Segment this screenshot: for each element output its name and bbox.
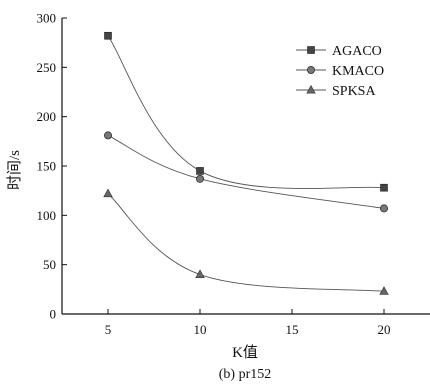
x-tick-label: 5 bbox=[105, 322, 112, 337]
legend-item-kmaco: KMACO bbox=[296, 64, 384, 79]
data-point-agaco bbox=[104, 31, 112, 40]
y-tick-label: 50 bbox=[43, 257, 56, 272]
legend-label: SPKSA bbox=[332, 84, 376, 99]
y-axis-label: 时间/s bbox=[6, 150, 23, 190]
y-tick-label: 200 bbox=[37, 109, 57, 124]
data-point-kmaco bbox=[195, 174, 204, 183]
axes bbox=[61, 18, 430, 315]
legend-marker bbox=[307, 46, 315, 54]
x-tick-label: 20 bbox=[378, 322, 391, 337]
y-tick-label: 100 bbox=[37, 208, 57, 223]
legend-marker bbox=[306, 84, 316, 94]
y-tick-label: 0 bbox=[50, 307, 57, 322]
data-point-agaco bbox=[380, 183, 388, 192]
series-group bbox=[103, 31, 389, 295]
y-tick-label: 300 bbox=[37, 11, 57, 26]
data-point-spksa bbox=[195, 269, 205, 279]
series-spksa bbox=[103, 188, 389, 295]
y-tick-label: 250 bbox=[37, 60, 57, 75]
x-tick-label: 10 bbox=[194, 322, 207, 337]
series-line-spksa bbox=[107, 193, 385, 292]
legend: AGACO KMACO SPKSA bbox=[296, 44, 384, 99]
series-agaco bbox=[104, 31, 388, 192]
series-line-kmaco bbox=[107, 135, 385, 209]
x-tick-label: 15 bbox=[286, 322, 299, 337]
legend-label: AGACO bbox=[332, 44, 382, 59]
data-point-kmaco bbox=[379, 204, 388, 213]
chart-caption: (b) pr152 bbox=[219, 367, 272, 382]
x-ticks: 5 10 15 20 bbox=[105, 309, 391, 337]
legend-item-spksa: SPKSA bbox=[296, 84, 376, 99]
data-point-kmaco bbox=[104, 131, 113, 140]
legend-item-agaco: AGACO bbox=[296, 44, 382, 59]
legend-marker bbox=[306, 66, 315, 75]
y-ticks: 0 50 100 150 200 250 300 bbox=[37, 11, 67, 322]
x-axis-label: K值 bbox=[232, 344, 258, 361]
legend-label: KMACO bbox=[332, 64, 384, 79]
series-kmaco bbox=[104, 131, 388, 213]
data-point-spksa bbox=[379, 286, 389, 295]
data-point-spksa bbox=[103, 188, 113, 198]
data-point-agaco bbox=[196, 167, 204, 175]
y-tick-label: 150 bbox=[37, 159, 57, 174]
